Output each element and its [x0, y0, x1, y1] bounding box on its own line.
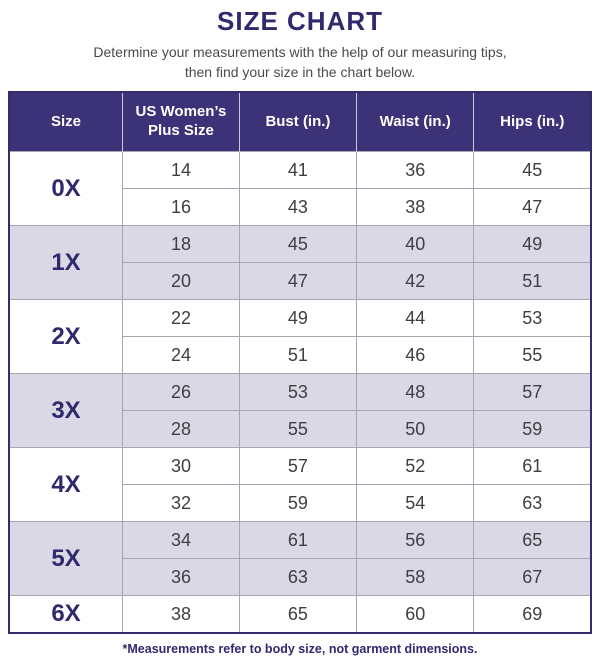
- data-cell: 20: [121, 262, 240, 301]
- size-cell-2x: 2X: [8, 299, 123, 375]
- subtitle-line-2: then find your size in the chart below.: [184, 63, 416, 80]
- size-cell-3x: 3X: [8, 373, 123, 449]
- footnote: *Measurements refer to body size, not ga…: [122, 642, 478, 656]
- table-row: 4X 30 57 52 61: [8, 447, 592, 523]
- column-header-hips: Hips (in.): [473, 92, 591, 152]
- table-row: 0X 14 41 36 45: [8, 151, 592, 227]
- page-title: SIZE CHART: [217, 6, 383, 36]
- data-cell: 63: [473, 484, 592, 523]
- data-cell: 47: [473, 188, 592, 227]
- data-cell: 61: [238, 521, 357, 560]
- table-row: 5X 34 61 56 65: [8, 521, 592, 597]
- data-cell: 18: [121, 225, 240, 264]
- column-header-waist: Waist (in.): [356, 92, 475, 152]
- data-cell: 57: [238, 447, 357, 486]
- data-cell: 45: [238, 225, 357, 264]
- header-row: Size US Women’s Plus Size Bust (in.) Wai…: [9, 92, 591, 152]
- data-cell: 42: [355, 262, 475, 301]
- table-row: 32 59 54 63: [9, 484, 592, 523]
- data-cell: 69: [473, 595, 592, 634]
- data-cell: 26: [121, 373, 240, 412]
- data-cell: 49: [473, 225, 592, 264]
- data-cell: 51: [473, 262, 592, 301]
- data-cell: 32: [121, 484, 240, 523]
- data-cell: 53: [473, 299, 592, 338]
- column-header-bust: Bust (in.): [239, 92, 357, 152]
- data-cell: 14: [121, 151, 240, 190]
- column-header-size: Size: [9, 92, 123, 152]
- size-cell-0x: 0X: [8, 151, 123, 227]
- data-cell: 22: [121, 299, 240, 338]
- data-cell: 54: [355, 484, 475, 523]
- data-cell: 58: [355, 558, 475, 597]
- table-row: 20 47 42 51: [9, 262, 592, 301]
- table-row: 28 55 50 59: [9, 410, 592, 449]
- table-row: 2X 22 49 44 53: [8, 299, 592, 375]
- table-row: 36 63 58 67: [9, 558, 592, 597]
- subtitle: Determine your measurements with the hel…: [0, 43, 600, 82]
- data-cell: 41: [238, 151, 357, 190]
- data-cell: 34: [121, 521, 240, 560]
- data-cell: 36: [355, 151, 475, 190]
- size-cell-6x: 6X: [8, 595, 123, 634]
- data-cell: 45: [473, 151, 592, 190]
- data-cell: 38: [121, 595, 240, 634]
- data-cell: 40: [355, 225, 475, 264]
- data-cell: 56: [355, 521, 475, 560]
- data-cell: 63: [238, 558, 357, 597]
- data-cell: 67: [473, 558, 592, 597]
- table-row: 1X 18 45 40 49: [8, 225, 592, 301]
- data-cell: 38: [355, 188, 475, 227]
- data-cell: 55: [473, 336, 592, 375]
- data-cell: 30: [121, 447, 240, 486]
- data-cell: 44: [355, 299, 475, 338]
- data-cell: 16: [121, 188, 240, 227]
- size-cell-4x: 4X: [8, 447, 123, 523]
- data-cell: 65: [473, 521, 592, 560]
- data-cell: 48: [355, 373, 475, 412]
- data-cell: 51: [238, 336, 357, 375]
- size-chart-table: Size US Women’s Plus Size Bust (in.) Wai…: [8, 91, 592, 635]
- data-cell: 55: [238, 410, 357, 449]
- size-chart-page: SIZE CHART Determine your measurements w…: [0, 6, 600, 656]
- table-row: 24 51 46 55: [9, 336, 592, 375]
- data-cell: 59: [473, 410, 592, 449]
- data-cell: 28: [121, 410, 240, 449]
- table-row: 3X 26 53 48 57: [8, 373, 592, 449]
- data-cell: 36: [121, 558, 240, 597]
- data-cell: 65: [238, 595, 357, 634]
- data-cell: 43: [238, 188, 357, 227]
- data-cell: 47: [238, 262, 357, 301]
- data-cell: 46: [355, 336, 475, 375]
- table-row: 6X 38 65 60 69: [8, 595, 592, 634]
- data-cell: 61: [473, 447, 592, 486]
- size-cell-5x: 5X: [8, 521, 123, 597]
- data-cell: 52: [355, 447, 475, 486]
- size-cell-1x: 1X: [8, 225, 123, 301]
- subtitle-line-1: Determine your measurements with the hel…: [93, 44, 507, 60]
- data-cell: 49: [238, 299, 357, 338]
- data-cell: 24: [121, 336, 240, 375]
- column-header-plus-size: US Women’s Plus Size: [122, 92, 240, 152]
- table-row: 16 43 38 47: [9, 188, 592, 227]
- data-cell: 60: [355, 595, 475, 634]
- data-cell: 50: [355, 410, 475, 449]
- data-cell: 57: [473, 373, 592, 412]
- data-cell: 59: [238, 484, 357, 523]
- data-cell: 53: [238, 373, 357, 412]
